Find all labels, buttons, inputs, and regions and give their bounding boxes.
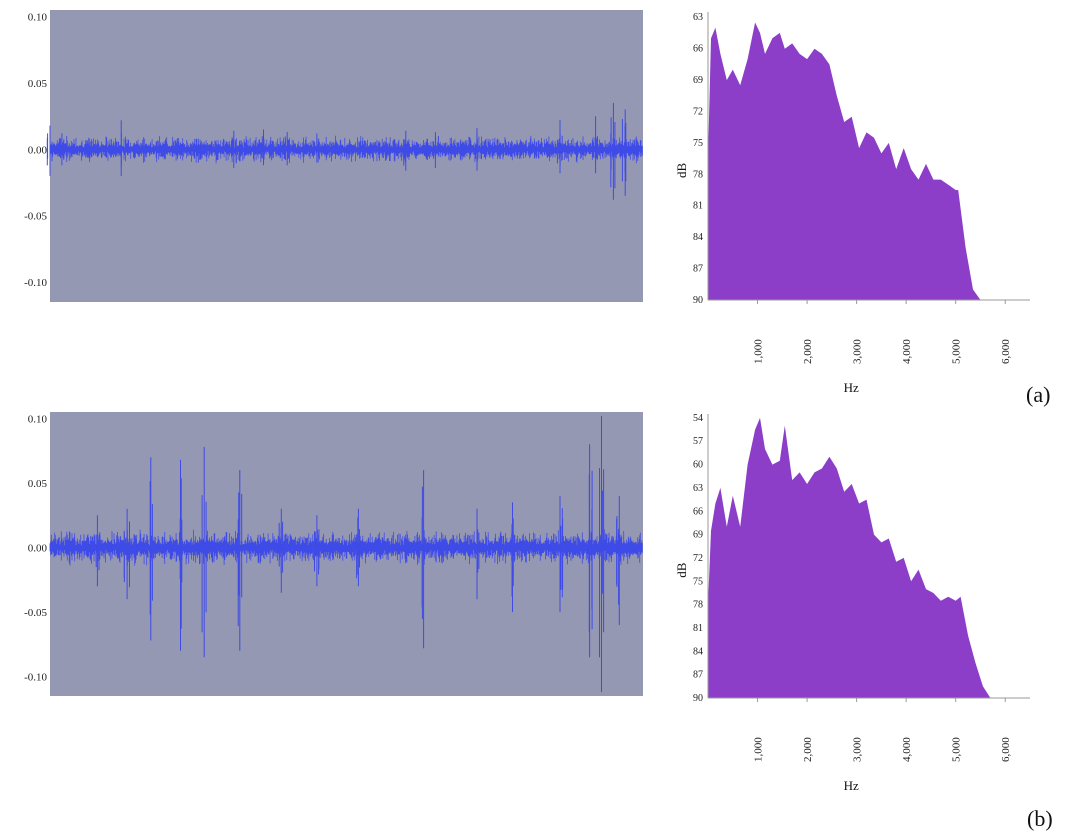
spectrum-area [708,22,1030,300]
ytick-label: 75 [693,576,703,587]
waveform-spike [421,470,425,649]
xtick-label: 4,000 [901,737,913,762]
waveform-spike [231,130,237,168]
waveform-spike [149,457,153,641]
waveform-spike [284,132,289,166]
waveform-spike [179,459,183,651]
ytick-label: 81 [693,623,703,634]
waveform-plot-a: 0.10 0.05 0.00 -0.05 -0.10 [24,10,643,302]
ytick-label: 57 [693,436,703,447]
xtick-label: 6,000 [1000,339,1012,364]
waveform-spike [433,132,439,168]
ytick-label: 66 [693,44,703,55]
ytick-label: 75 [693,138,703,149]
waveform-plot-b: 0.10 0.05 0.00 -0.05 -0.10 [24,412,643,696]
waveform-spike [588,444,593,658]
xtick-label: 2,000 [802,339,814,364]
waveform-spike [476,508,480,600]
waveform-spike [201,446,207,658]
waveform-spike [616,495,620,625]
waveform-spike [196,138,202,163]
ytick-label: 54 [693,413,703,424]
waveform-spike [511,502,514,613]
xtick-label: 1,000 [753,737,765,762]
panel-label-a: (a) [1026,382,1050,407]
ytick-label: 0.05 [28,478,48,490]
x-axis-label: Hz [844,380,859,395]
xtick-label: 4,000 [901,339,913,364]
waveform-spike [95,515,101,587]
ytick-label: 90 [693,295,703,306]
ytick-label: -0.10 [24,277,47,289]
xtick-label: 3,000 [852,737,864,762]
waveform-spike [559,495,564,613]
ytick-label: 78 [693,600,703,611]
panel-label-b: (b) [1027,806,1053,831]
xtick-label: 5,000 [951,737,963,762]
ytick-label: 78 [693,169,703,180]
waveform-spike [595,116,598,174]
ytick-label: 87 [693,264,703,275]
ytick-label: 69 [693,75,703,86]
ytick-label: 60 [693,460,703,471]
ytick-label: 72 [693,553,703,564]
ytick-label: 84 [693,232,703,243]
waveform-spike [314,515,320,587]
waveform-spike [476,128,478,171]
spectrum-area [708,417,1030,698]
ytick-label: 0.10 [28,413,48,425]
waveform-spike [610,102,616,200]
xtick-label: 3,000 [852,339,864,364]
waveform-spike [123,508,130,600]
waveform-spike [356,508,360,587]
ytick-label: 0.00 [28,144,48,156]
spectrum-plot-a: 63 66 69 72 75 78 81 84 87 90 1,000 2,000 3,000 4,000… [674,12,1030,395]
ytick-label: 69 [693,530,703,541]
waveform-spike [403,130,407,171]
ytick-label: 0.05 [28,78,48,90]
ytick-label: 87 [693,670,703,681]
waveform-spike [621,109,627,196]
waveform-spike [58,133,65,166]
y-axis-label: dB [674,162,689,178]
ytick-label: 63 [693,12,703,23]
ytick-label: 90 [693,693,703,704]
waveform-spike [556,120,563,174]
xtick-label: 2,000 [802,737,814,762]
waveform-spike [237,470,243,651]
waveform-spike [261,129,265,166]
ytick-label: 63 [693,483,703,494]
waveform-spike [46,125,53,176]
waveform-spike [313,133,320,163]
ytick-label: -0.05 [24,607,47,619]
ytick-label: -0.05 [24,211,47,223]
x-axis-label: Hz [844,778,859,793]
ytick-label: 72 [693,106,703,117]
waveform-spike [599,415,605,693]
ytick-label: 81 [693,201,703,212]
y-axis-label: dB [674,562,689,578]
xtick-label: 5,000 [951,339,963,364]
xtick-label: 1,000 [753,339,765,364]
ytick-label: 0.00 [28,543,48,555]
waveform-spike [278,508,284,593]
ytick-label: 0.10 [28,12,48,24]
xtick-label: 6,000 [1000,737,1012,762]
ytick-label: 84 [693,646,703,657]
ytick-label: -0.10 [24,672,47,684]
spectrum-plot-b: 54 57 60 63 66 69 72 75 78 81 84 87 90 1,000 2,000 3,00… [674,413,1030,793]
ytick-label: 66 [693,506,703,517]
